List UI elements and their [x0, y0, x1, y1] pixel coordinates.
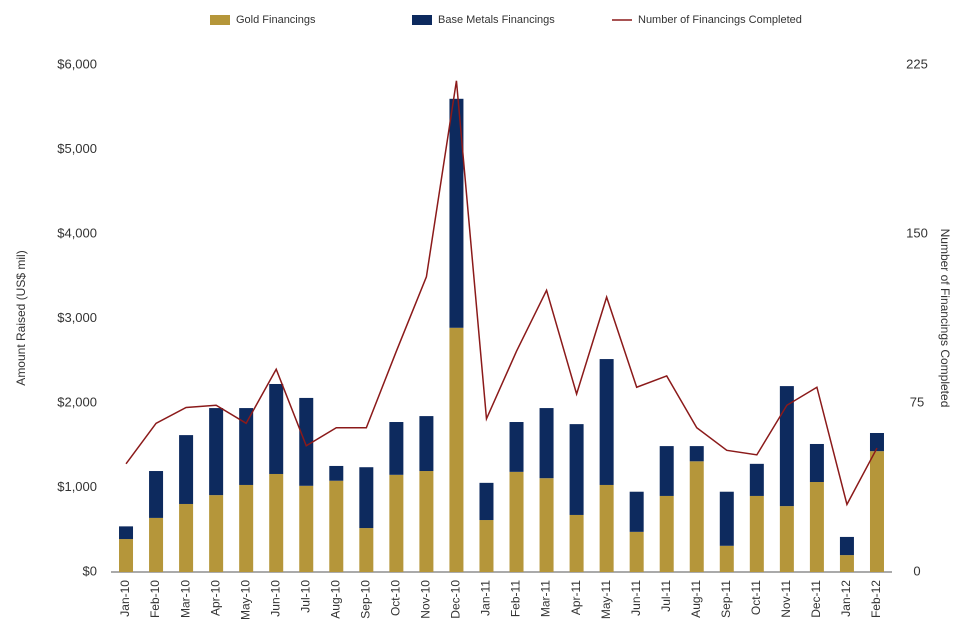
- bar: [809, 482, 824, 572]
- x-tick-label: Jun-10: [268, 580, 282, 617]
- bar: [389, 422, 404, 475]
- bar: [569, 514, 584, 572]
- bar: [779, 506, 794, 572]
- bar: [299, 485, 314, 572]
- x-tick-label: Dec-10: [449, 580, 463, 619]
- y2-tick-label: 0: [913, 563, 920, 578]
- x-tick-label: Aug-10: [328, 580, 342, 619]
- y2-tick-label: 225: [906, 56, 928, 71]
- bar: [119, 526, 134, 540]
- bar: [299, 397, 314, 486]
- bar: [329, 480, 344, 572]
- bar: [329, 465, 344, 481]
- x-tick-label: May-11: [599, 580, 613, 619]
- bar: [239, 408, 254, 485]
- x-tick-label: Jan-11: [479, 580, 493, 616]
- bar: [179, 503, 194, 572]
- legend-swatch: [412, 15, 432, 25]
- x-tick-label: Jul-11: [659, 580, 673, 612]
- bar: [869, 432, 884, 452]
- x-tick-label: Oct-11: [749, 580, 763, 615]
- bar: [359, 467, 374, 529]
- legend-label: Gold Financings: [236, 14, 316, 26]
- bar: [359, 528, 374, 572]
- bar: [689, 461, 704, 572]
- x-tick-label: Dec-11: [809, 580, 823, 618]
- bar: [149, 517, 164, 572]
- x-tick-label: Jan-12: [839, 580, 853, 617]
- x-tick-label: Nov-10: [419, 580, 433, 619]
- x-tick-label: Jul-10: [298, 580, 312, 613]
- x-tick-label: Apr-11: [569, 580, 583, 615]
- bar: [659, 495, 674, 572]
- bar: [479, 520, 494, 572]
- bar: [419, 471, 434, 572]
- bar: [839, 555, 854, 572]
- bar: [449, 327, 464, 572]
- bar: [599, 359, 614, 485]
- bar: [389, 474, 404, 572]
- y-tick-label: $5,000: [57, 141, 97, 156]
- bar: [749, 495, 764, 572]
- bar: [269, 473, 284, 572]
- bar: [839, 536, 854, 556]
- y-tick-label: $2,000: [57, 394, 97, 409]
- x-tick-label: Nov-11: [779, 580, 793, 618]
- x-tick-label: Feb-12: [869, 580, 883, 618]
- x-tick-label: Mar-11: [539, 580, 553, 617]
- legend-swatch: [210, 15, 230, 25]
- bar: [209, 408, 224, 496]
- bar: [509, 471, 524, 572]
- x-tick-label: Feb-11: [509, 580, 523, 617]
- bar: [539, 408, 554, 479]
- bar: [599, 484, 614, 572]
- bar: [719, 491, 734, 546]
- bar: [629, 531, 644, 572]
- x-tick-label: May-10: [238, 580, 252, 620]
- legend-label: Number of Financings Completed: [638, 14, 802, 26]
- bar: [659, 446, 674, 496]
- y-axis-title: Amount Raised (US$ mil): [14, 250, 28, 385]
- x-tick-label: Oct-10: [389, 580, 403, 616]
- x-tick-label: Sep-10: [358, 580, 372, 619]
- bar: [569, 424, 584, 515]
- x-tick-label: Apr-10: [208, 580, 222, 616]
- bar: [419, 416, 434, 472]
- bar: [869, 451, 884, 572]
- bar: [449, 98, 464, 328]
- bar: [149, 471, 164, 518]
- y2-axis-title: Number of Financings Completed: [938, 229, 952, 408]
- x-tick-label: Feb-10: [148, 580, 162, 618]
- y-tick-label: $4,000: [57, 225, 97, 240]
- bar: [269, 383, 284, 474]
- y2-tick-label: 150: [906, 225, 928, 240]
- legend-label: Base Metals Financings: [438, 14, 555, 26]
- bar: [809, 443, 824, 483]
- bar: [539, 478, 554, 572]
- x-tick-label: Aug-11: [689, 580, 703, 618]
- line: [125, 80, 878, 507]
- y-tick-label: $6,000: [57, 56, 97, 71]
- y2-tick-label: 75: [910, 394, 924, 409]
- x-tick-label: Mar-10: [178, 580, 192, 618]
- bar: [239, 484, 254, 572]
- bar: [629, 491, 644, 532]
- bar: [209, 495, 224, 572]
- bar: [749, 463, 764, 496]
- bar: [779, 386, 794, 507]
- x-tick-label: Sep-11: [719, 580, 733, 618]
- x-tick-label: Jun-11: [629, 580, 643, 616]
- y-tick-label: $0: [83, 563, 97, 578]
- y-tick-label: $1,000: [57, 479, 97, 494]
- bar: [479, 482, 494, 521]
- bar: [689, 446, 704, 462]
- x-tick-label: Jan-10: [118, 580, 132, 617]
- y-tick-label: $3,000: [57, 310, 97, 325]
- bar: [719, 545, 734, 572]
- bar: [119, 539, 134, 572]
- bar: [179, 435, 194, 504]
- bar: [509, 422, 524, 472]
